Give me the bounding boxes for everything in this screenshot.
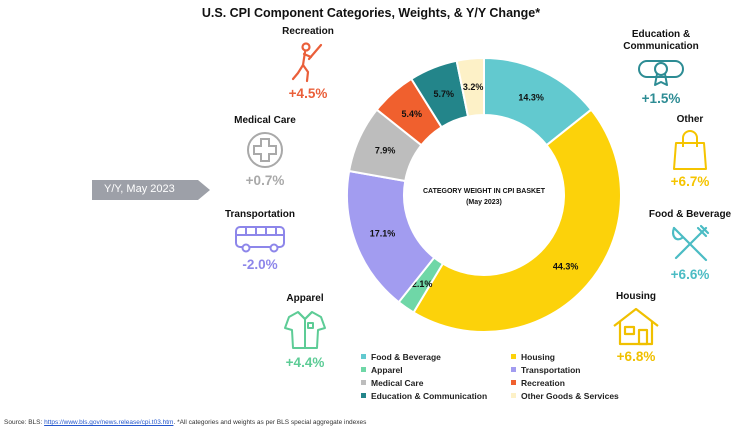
category-change: +6.8% [616,349,656,364]
category-label: Medical Care [234,115,296,126]
category-change: +4.5% [288,86,328,101]
slice-label: 14.3% [518,92,544,102]
slice-label: 2.1% [412,279,433,289]
period-arrow: Y/Y, May 2023 [92,180,210,200]
legend-swatch [361,354,366,359]
shirt-icon [284,311,326,349]
category-change: +1.5% [641,91,681,106]
slice-label: 5.7% [433,89,454,99]
legend-swatch [511,393,516,398]
category-transportation: Transportation -2.0% [200,209,320,273]
donut-slice-housing [412,108,622,333]
category-education-communication: Education & Communication +1.5% [601,29,721,107]
category-change: +6.6% [670,267,710,282]
category-housing: Housing +6.8% [576,291,696,365]
legend-label: Other Goods & Services [521,391,619,401]
legend-swatch [361,393,366,398]
category-other: Other +6.7% [630,114,742,190]
category-label: Food & Beverage [648,209,732,220]
house-icon [613,307,659,346]
legend-label: Food & Beverage [371,352,441,362]
legend-item: Recreation [511,378,565,388]
category-recreation: Recreation +4.5% [248,26,368,102]
legend-label: Recreation [521,378,565,388]
footer-suffix: . *All categories and weights as per BLS… [173,419,367,426]
category-change: -2.0% [242,257,278,272]
source-footer: Source: BLS: https://www.bls.gov/news.re… [4,419,366,426]
category-label: Recreation [282,26,334,37]
category-change: +6.7% [670,174,710,189]
slice-label: 7.9% [375,145,396,155]
footer-prefix: Source: BLS: [4,419,45,426]
donut-slice-food-beverage [455,56,485,118]
category-label: Apparel [286,293,324,304]
legend-swatch [511,354,516,359]
legend-item: Other Goods & Services [511,391,619,401]
category-label: Communication [623,41,699,52]
fork-knife-icon [672,224,710,262]
category-apparel: Apparel +4.4% [245,293,365,371]
legend-swatch [361,367,366,372]
category-change: +4.4% [285,355,325,370]
legend-item: Transportation [511,365,581,375]
legend-label: Apparel [371,365,403,375]
legend-item: Food & Beverage [361,352,441,362]
legend-label: Education & Communication [371,391,488,401]
legend-label: Medical Care [371,378,424,388]
slice-label: 5.4% [401,109,422,119]
category-medical-care: Medical Care +0.7% [205,115,325,189]
golfer-icon [291,42,323,83]
category-label: Housing [616,291,656,302]
legend-item: Medical Care [361,378,423,388]
category-food-beverage: Food & Beverage +6.6% [630,209,742,283]
bus-icon [235,226,285,253]
arrow-shape [92,180,210,200]
legend-item: Apparel [361,365,403,375]
medical-cross-icon [247,132,283,168]
slice-label: 3.2% [463,82,484,92]
legend-item: Housing [511,352,555,362]
slice-label: 17.1% [370,228,396,238]
category-change: +0.7% [245,173,285,188]
legend-label: Housing [521,352,555,362]
source-link[interactable]: https://www.bls.gov/news.release/cpi.t03… [44,419,174,426]
diploma-icon [638,60,684,86]
category-label: Transportation [224,209,295,220]
legend-item: Education & Communication [361,391,487,401]
slice-label: 44.3% [553,261,579,271]
category-label: Education & [631,29,691,40]
legend-swatch [511,367,516,372]
shopping-bag-icon [673,130,707,170]
legend-label: Transportation [521,365,581,375]
period-label: Y/Y, May 2023 [104,183,175,195]
chart-title: U.S. CPI Component Categories, Weights, … [201,6,541,20]
legend-swatch [511,380,516,385]
legend-swatch [361,380,366,385]
center-label: (May 2023) [466,199,502,206]
category-label: Other [676,114,704,125]
center-label: CATEGORY WEIGHT IN CPI BASKET [423,188,546,195]
